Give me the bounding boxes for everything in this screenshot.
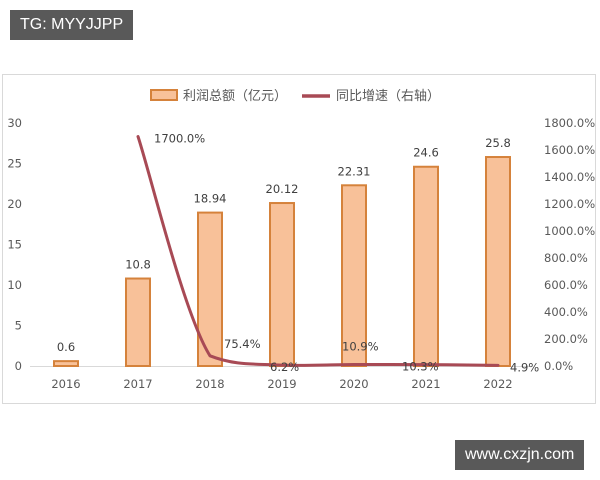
- bar-value-label: 10.8: [125, 258, 151, 272]
- left-axis-tick-label: 5: [15, 319, 22, 333]
- bar-2021: [413, 165, 439, 367]
- line-data-labels: 1700.0% 75.4% 6.2% 10.9% 10.3% 4.9%: [154, 132, 539, 375]
- bar-2022: [485, 156, 511, 367]
- right-axis-tick-label: 1600.0%: [544, 143, 595, 157]
- bar-value-label: 0.6: [57, 340, 75, 354]
- x-axis-tick-label: 2021: [411, 377, 440, 391]
- x-axis-tick-label: 2016: [51, 377, 80, 391]
- bar-2016: [53, 360, 79, 368]
- right-axis-tick-label: 1000.0%: [544, 224, 595, 238]
- bar-2017: [125, 277, 151, 367]
- x-axis-tick-label: 2018: [195, 377, 224, 391]
- right-axis-tick-label: 800.0%: [544, 251, 588, 265]
- left-axis-tick-label: 30: [7, 116, 22, 130]
- left-axis-tick-label: 20: [7, 197, 22, 211]
- x-axis: 2016 2017 2018 2019 2020 2021 2022: [30, 366, 530, 391]
- right-axis-tick-label: 400.0%: [544, 305, 588, 319]
- legend-item-growth: 同比增速（右轴）: [302, 89, 440, 104]
- x-axis-tick-label: 2022: [483, 377, 512, 391]
- chart-frame: [2, 74, 596, 404]
- right-axis-tick-label: 1400.0%: [544, 170, 595, 184]
- left-axis-tick-label: 10: [7, 278, 22, 292]
- bar-value-label: 24.6: [413, 146, 439, 160]
- right-y-axis: 0.0% 200.0% 400.0% 600.0% 800.0% 1000.0% 1200.…: [544, 116, 595, 373]
- legend-item-profit: 利润总额（亿元）: [150, 89, 287, 104]
- watermark-bottom-right: www.cxzjn.com: [455, 440, 585, 470]
- growth-line: [136, 135, 500, 367]
- chart-legend: 利润总额（亿元） 同比增速（右轴）: [150, 89, 440, 104]
- line-value-label: 10.3%: [402, 360, 439, 374]
- bar-2019: [269, 202, 295, 367]
- right-axis-tick-label: 1800.0%: [544, 116, 595, 130]
- bar-data-labels: 0.6 10.8 18.94 20.12 22.31 24.6 25.8: [57, 136, 511, 354]
- left-axis-tick-label: 15: [7, 238, 22, 252]
- bar-value-label: 22.31: [338, 164, 371, 178]
- left-axis-tick-label: 25: [7, 157, 22, 171]
- bar-2020: [341, 184, 367, 367]
- line-value-label: 4.9%: [510, 360, 539, 374]
- bar-value-label: 20.12: [266, 182, 299, 196]
- legend-label: 利润总额（亿元）: [183, 89, 287, 104]
- line-series-growth: [136, 135, 500, 367]
- left-y-axis: 0 5 10 15 20 25 30: [7, 116, 22, 373]
- line-value-label: 6.2%: [270, 360, 299, 374]
- x-axis-tick-label: 2020: [339, 377, 368, 391]
- right-axis-tick-label: 200.0%: [544, 332, 588, 346]
- watermark-top-left: TG: MYYJJPP: [10, 10, 134, 40]
- x-axis-tick-label: 2019: [267, 377, 296, 391]
- left-axis-tick-label: 0: [15, 359, 22, 373]
- x-axis-tick-label: 2017: [123, 377, 152, 391]
- line-value-label: 1700.0%: [154, 132, 205, 146]
- right-axis-tick-label: 0.0%: [544, 359, 573, 373]
- legend-label: 同比增速（右轴）: [336, 89, 440, 104]
- line-value-label: 75.4%: [224, 337, 261, 351]
- bar-series-profit: [53, 156, 511, 368]
- bar-value-label: 18.94: [194, 192, 227, 206]
- right-axis-tick-label: 600.0%: [544, 278, 588, 292]
- line-value-label: 10.9%: [342, 340, 379, 354]
- right-axis-tick-label: 1200.0%: [544, 197, 595, 211]
- bar-value-label: 25.8: [485, 136, 511, 150]
- legend-bar-swatch-icon: [150, 89, 178, 101]
